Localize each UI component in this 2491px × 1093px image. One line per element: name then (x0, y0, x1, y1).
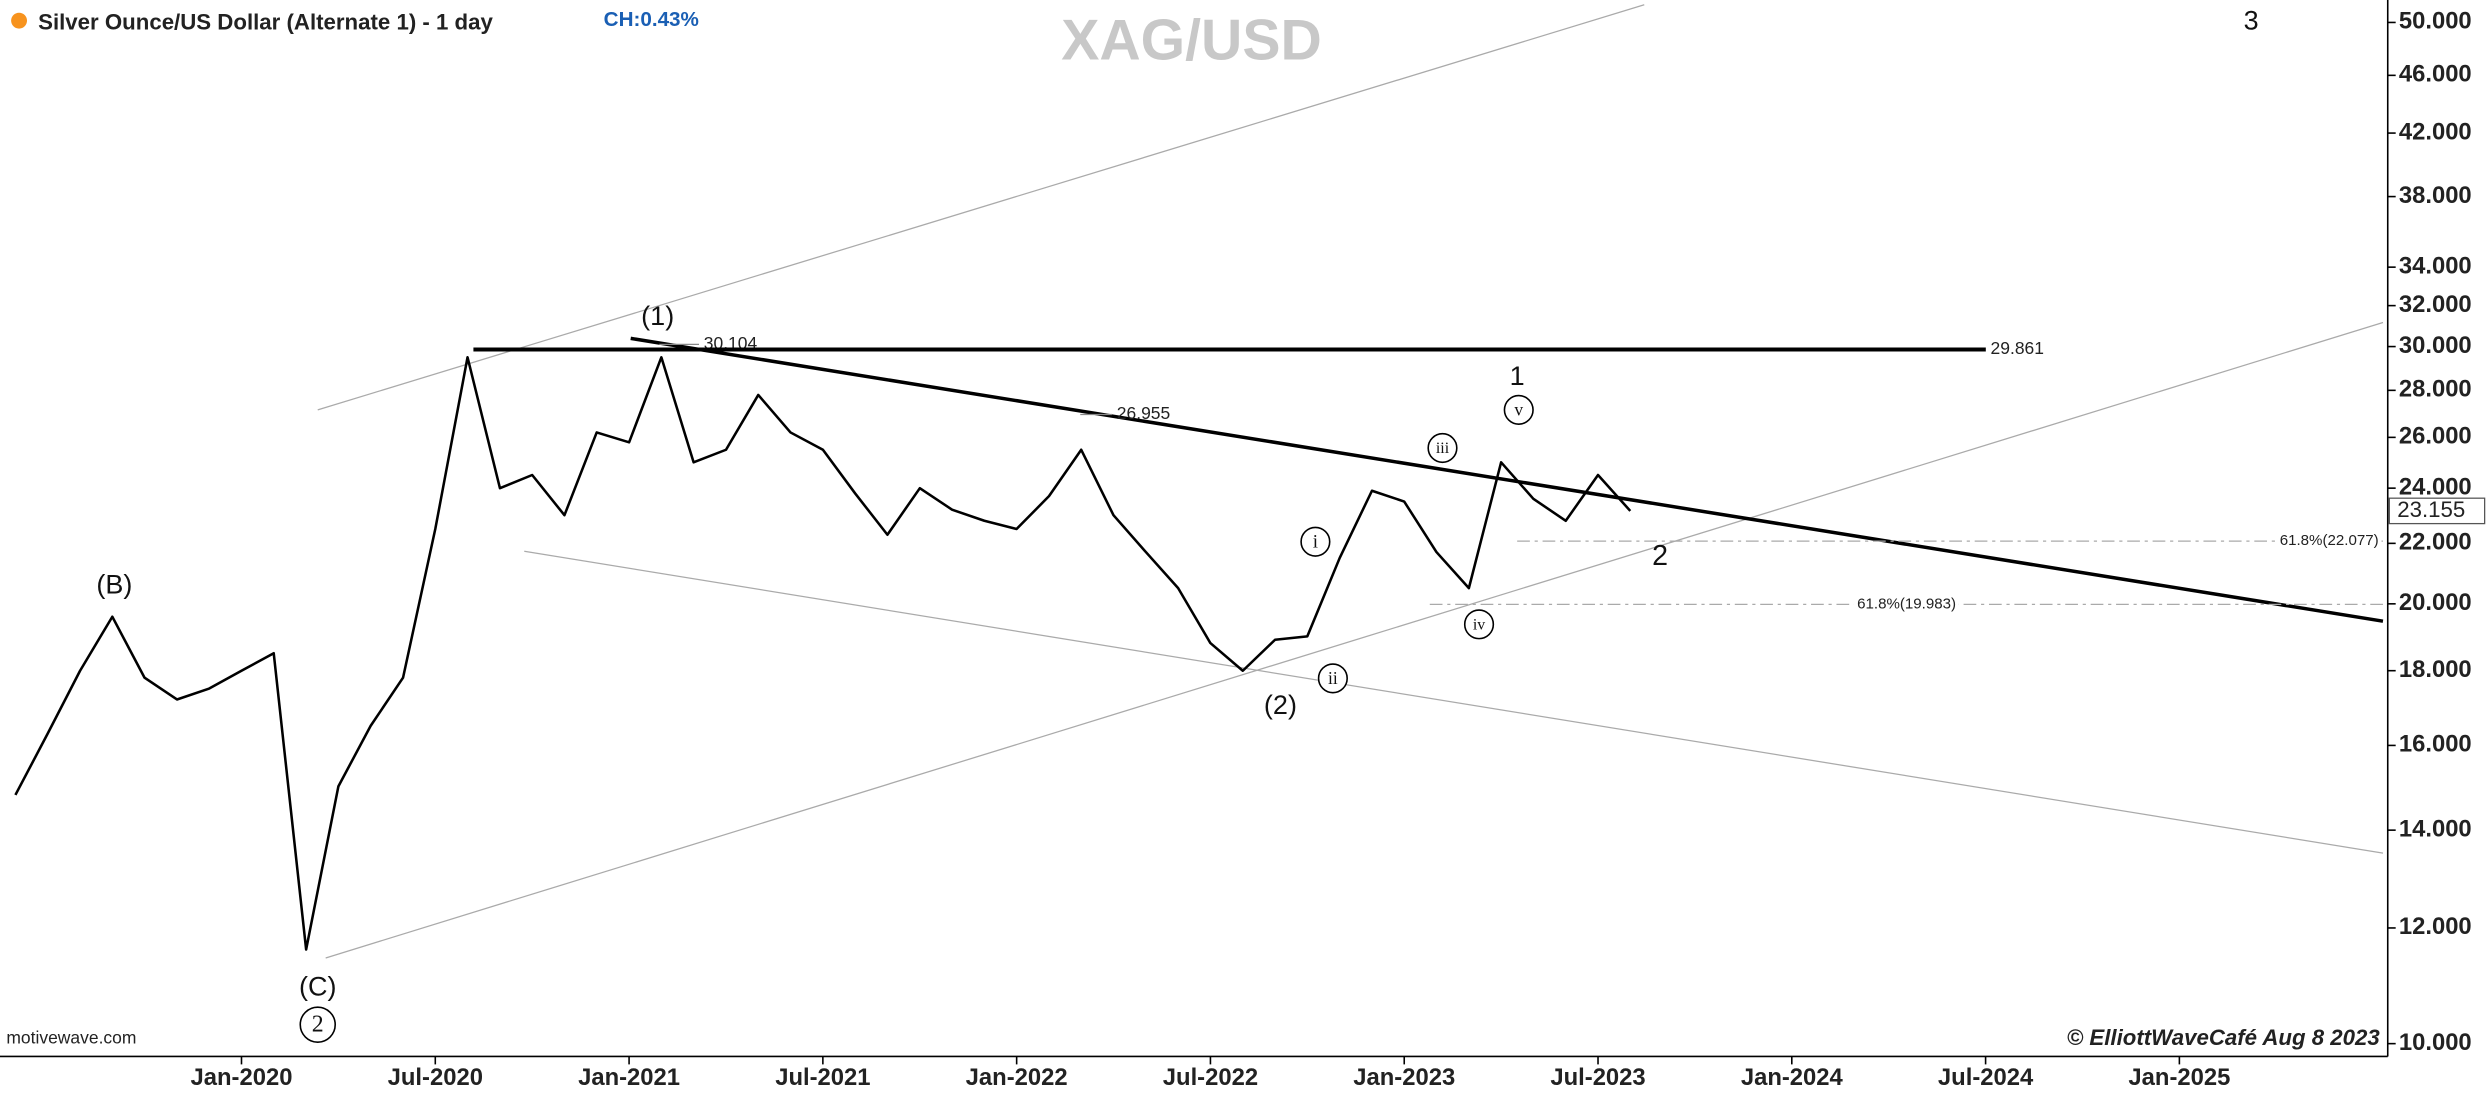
y-tick-label: 30.000 (2399, 332, 2472, 359)
wave-label: (2) (1264, 690, 1297, 720)
wave-label: v (1514, 399, 1523, 419)
y-tick-label: 20.000 (2399, 589, 2472, 616)
wave-label: i (1313, 532, 1318, 553)
wave-label: 3 (2244, 5, 2259, 35)
y-tick-label: 38.000 (2399, 182, 2472, 209)
y-tick-label: 50.000 (2399, 8, 2472, 35)
level-label: 29.861 (1991, 338, 2044, 358)
wave-circle (1503, 394, 1534, 425)
y-tick-label: 24.000 (2399, 473, 2472, 500)
price-line (14, 356, 1632, 951)
level-label: 26.955 (1117, 403, 1170, 423)
x-tick-label: Jul-2024 (1938, 1064, 2034, 1091)
wave-label: (1) (641, 301, 674, 331)
symbol-dot (11, 12, 28, 29)
watermark: XAG/USD (1061, 9, 1322, 73)
wave-label: iv (1473, 617, 1485, 634)
y-tick-label: 16.000 (2399, 731, 2472, 758)
wave-circle (1427, 432, 1458, 464)
credit: © ElliottWaveCafé Aug 8 2023 (2067, 1025, 2381, 1050)
x-tick-label: Jan-2024 (1741, 1064, 1844, 1091)
x-tick-label: Jul-2021 (775, 1064, 870, 1091)
trend-lines (317, 4, 2384, 959)
y-tick-label: 18.000 (2399, 656, 2472, 683)
channel-line (325, 321, 2384, 959)
fib-label-bg (2276, 531, 2382, 551)
source: motivewave.com (6, 1028, 136, 1048)
wave-label: 1 (1510, 361, 1525, 391)
x-tick-label: Jan-2022 (966, 1064, 1068, 1091)
y-tick-label: 42.000 (2399, 118, 2472, 145)
wave-circle (1463, 609, 1495, 640)
x-tick-label: Jul-2020 (388, 1064, 483, 1091)
wave-label: (B) (96, 569, 132, 599)
y-tick-label: 10.000 (2399, 1029, 2472, 1056)
y-tick-label: 14.000 (2399, 815, 2472, 842)
last-price-box (2388, 497, 2486, 525)
fib-label: 61.8%(19.983) (1857, 595, 1956, 612)
x-tick-label: Jan-2023 (1353, 1064, 1455, 1091)
x-tick-label: Jan-2020 (191, 1064, 293, 1091)
chart-title: Silver Ounce/US Dollar (Alternate 1) - 1… (38, 10, 493, 35)
x-tick-label: Jul-2022 (1163, 1064, 1258, 1091)
x-tick-label: Jan-2021 (578, 1064, 680, 1091)
trend-line (630, 336, 2384, 623)
wave-label: 2 (1652, 540, 1668, 572)
y-tick-label: 28.000 (2399, 376, 2472, 403)
wave-label: 2 (312, 1012, 324, 1038)
last-price: 23.155 (2397, 497, 2465, 522)
wave-circle (299, 1006, 336, 1043)
wave-label: ii (1328, 668, 1338, 688)
fib-label: 61.8%(22.077) (2280, 532, 2379, 549)
y-tick-label: 26.000 (2399, 423, 2472, 450)
channel-line (317, 4, 1645, 411)
x-tick-label: Jul-2023 (1550, 1064, 1645, 1091)
y-tick-label: 32.000 (2399, 291, 2472, 318)
y-tick-label: 12.000 (2399, 913, 2472, 940)
wave-circle (1300, 526, 1331, 557)
x-tick-label: Jan-2025 (2128, 1064, 2230, 1091)
wave-label: iii (1436, 440, 1450, 457)
wave-label: (C) (299, 971, 336, 1001)
fib-label-bg (1853, 594, 1959, 614)
y-tick-label: 34.000 (2399, 252, 2472, 279)
change-label: CH:0.43% (604, 8, 699, 31)
wave-circle (1317, 663, 1348, 694)
y-tick-label: 46.000 (2399, 61, 2472, 88)
y-tick-label: 22.000 (2399, 529, 2472, 556)
channel-line (524, 550, 2384, 854)
